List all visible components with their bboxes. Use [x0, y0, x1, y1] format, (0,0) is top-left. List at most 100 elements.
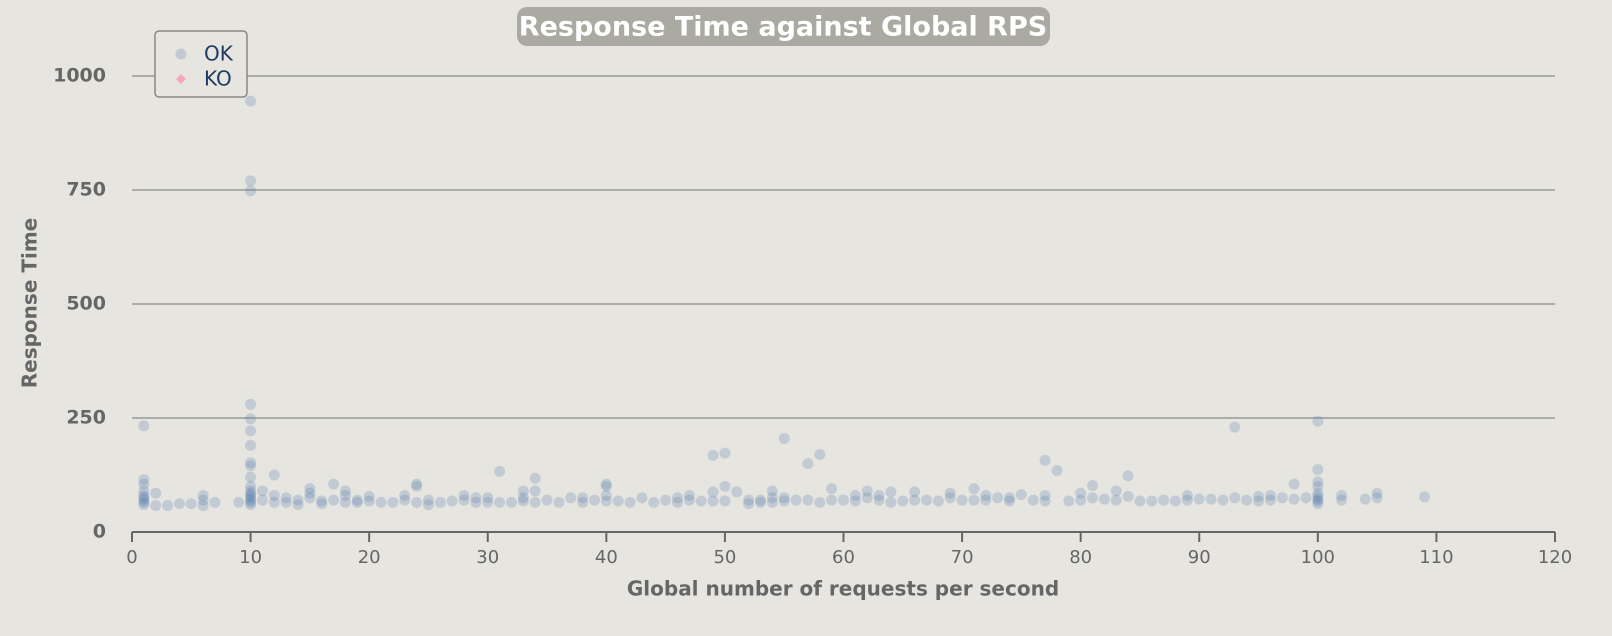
point	[422, 499, 434, 511]
x-tick-label: 60	[832, 547, 855, 568]
point	[245, 95, 257, 107]
point	[197, 500, 209, 512]
point	[268, 469, 280, 481]
point	[138, 420, 150, 432]
point	[505, 496, 517, 508]
point	[707, 486, 719, 498]
point	[1253, 490, 1265, 502]
point	[707, 449, 719, 461]
point	[256, 494, 268, 506]
x-tick-label: 120	[1538, 547, 1572, 568]
point	[245, 494, 257, 506]
point	[932, 495, 944, 507]
point	[1039, 490, 1051, 502]
y-tick-label: 1000	[53, 65, 106, 87]
point	[411, 496, 423, 508]
point	[553, 496, 565, 508]
y-tick-label: 250	[66, 407, 106, 429]
point	[648, 496, 660, 508]
point	[185, 498, 197, 510]
point	[245, 460, 257, 472]
point	[245, 499, 257, 511]
point	[577, 492, 589, 504]
point	[1075, 494, 1087, 506]
point	[1276, 492, 1288, 504]
x-tick-label: 0	[126, 547, 137, 568]
point	[494, 465, 506, 477]
plot-area	[138, 95, 1431, 512]
point	[363, 490, 375, 502]
point	[1087, 479, 1099, 491]
point	[482, 492, 494, 504]
point	[802, 458, 814, 470]
point	[351, 494, 363, 506]
x-tick-label: 70	[951, 547, 974, 568]
point	[766, 496, 778, 508]
point	[363, 495, 375, 507]
point	[245, 425, 257, 437]
point	[1181, 490, 1193, 502]
point	[1098, 493, 1110, 505]
point	[304, 487, 316, 499]
point	[577, 496, 589, 508]
point	[422, 494, 434, 506]
point	[1336, 494, 1348, 506]
point	[719, 495, 731, 507]
point	[529, 472, 541, 484]
point	[458, 494, 470, 506]
point	[138, 496, 150, 508]
point	[280, 492, 292, 504]
point	[245, 496, 257, 508]
legend-label: KO	[204, 67, 232, 91]
point	[173, 498, 185, 510]
title-box	[517, 7, 1050, 46]
point	[1110, 485, 1122, 497]
point	[1312, 490, 1324, 502]
point	[328, 478, 340, 490]
point	[600, 490, 612, 502]
point	[731, 486, 743, 498]
point	[245, 485, 257, 497]
point	[245, 175, 257, 187]
point	[885, 486, 897, 498]
y-axis-title: Response Time	[18, 218, 42, 389]
point	[138, 478, 150, 490]
x-tick-label: 90	[1188, 547, 1211, 568]
point	[339, 485, 351, 497]
point	[517, 485, 529, 497]
point	[1075, 487, 1087, 499]
point	[695, 495, 707, 507]
point	[944, 487, 956, 499]
point	[909, 494, 921, 506]
point	[1087, 492, 1099, 504]
point	[280, 496, 292, 508]
point	[328, 494, 340, 506]
point	[351, 496, 363, 508]
point	[1288, 493, 1300, 505]
point	[1217, 494, 1229, 506]
point	[1039, 495, 1051, 507]
point	[245, 471, 257, 483]
x-tick-label: 100	[1301, 547, 1335, 568]
point	[1110, 494, 1122, 506]
point	[268, 490, 280, 502]
point	[138, 494, 150, 506]
point	[1170, 495, 1182, 507]
chart-title: Response Time against Global RPS	[519, 12, 1047, 43]
point	[529, 496, 541, 508]
point	[245, 439, 257, 451]
point	[1312, 493, 1324, 505]
point	[150, 500, 162, 512]
point	[1312, 495, 1324, 507]
point	[411, 478, 423, 490]
point	[743, 498, 755, 510]
point	[612, 495, 624, 507]
point	[399, 494, 411, 506]
point	[245, 185, 257, 197]
point	[292, 499, 304, 511]
point	[197, 494, 209, 506]
x-tick-label: 20	[358, 547, 381, 568]
point	[707, 495, 719, 507]
point	[719, 480, 731, 492]
